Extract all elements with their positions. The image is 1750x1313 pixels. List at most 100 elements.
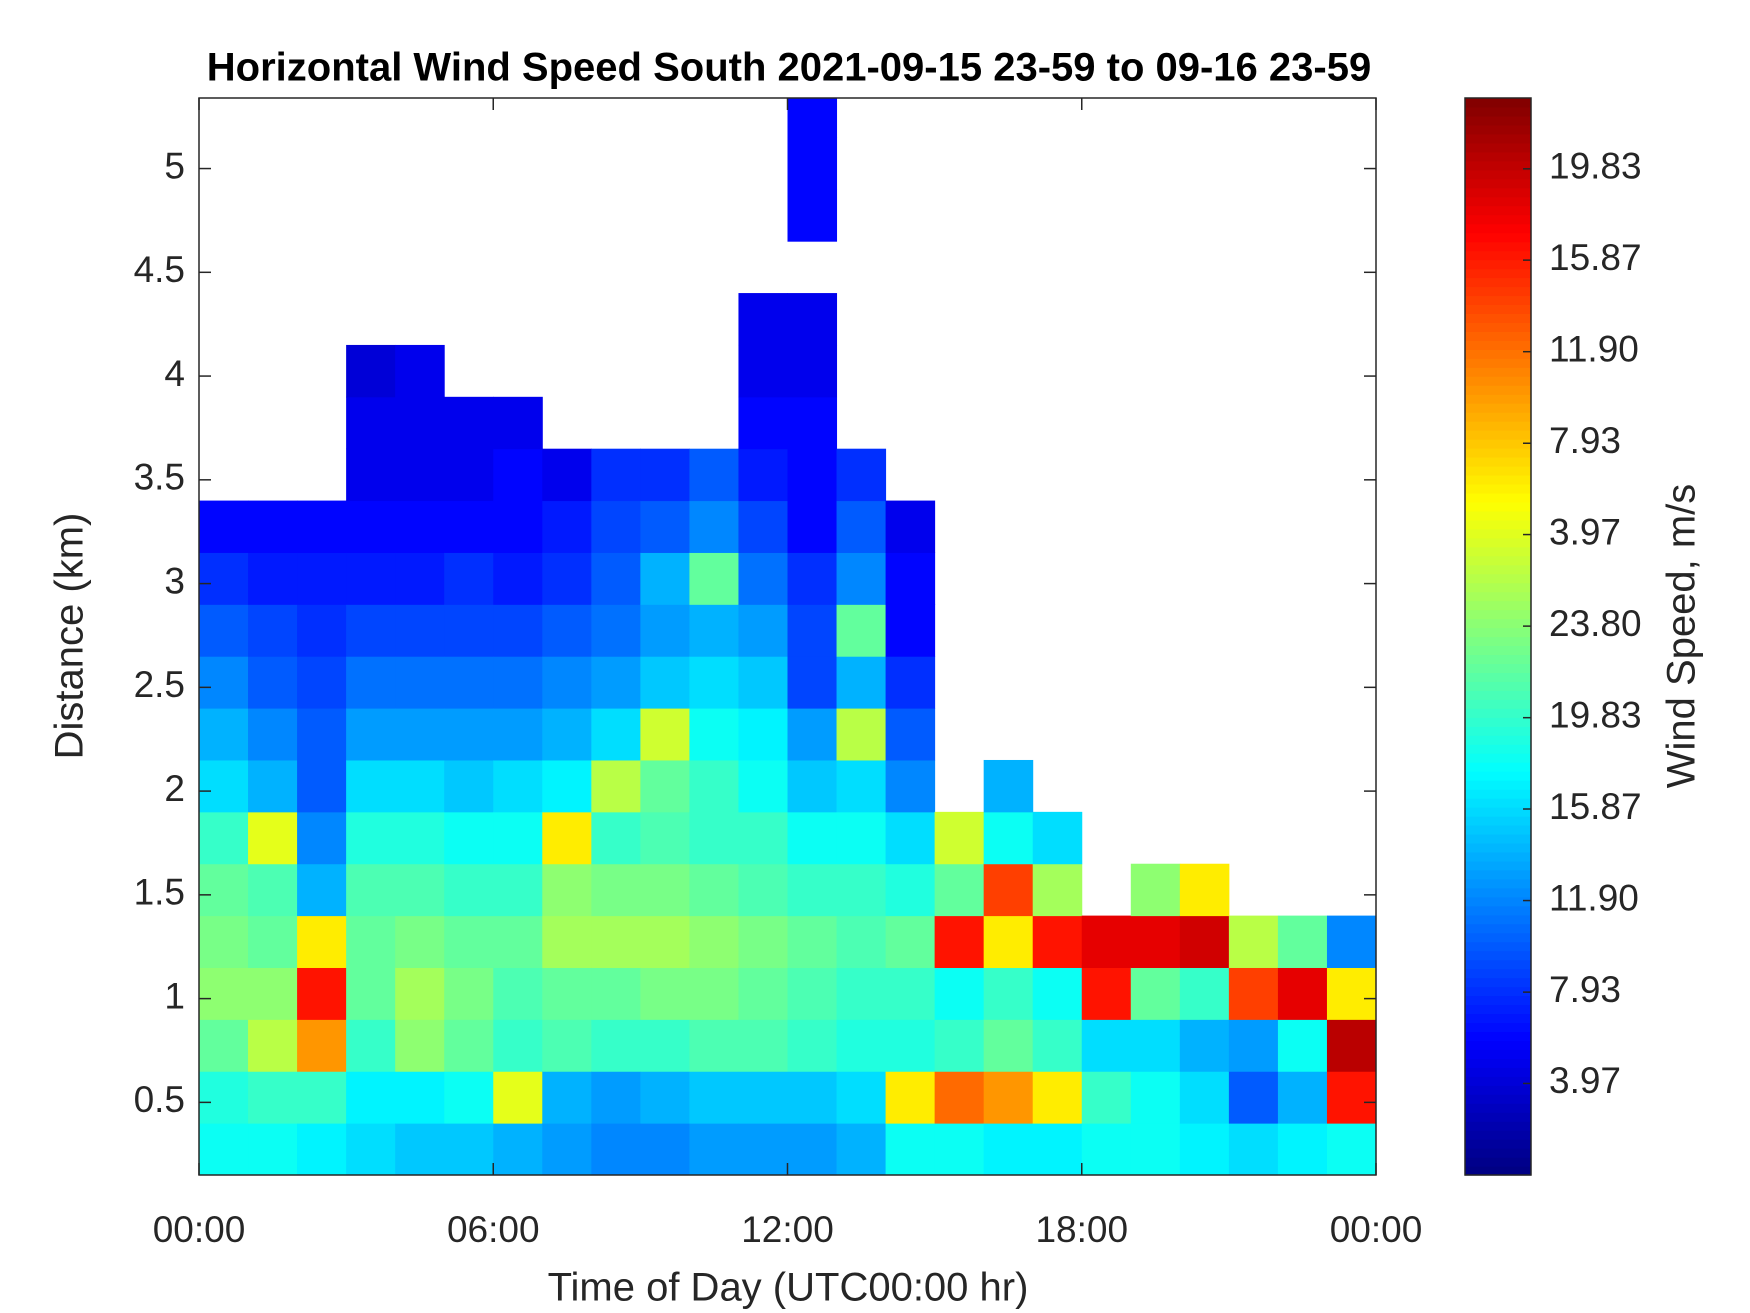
heatmap-cell bbox=[640, 811, 690, 865]
heatmap-cell bbox=[444, 656, 494, 709]
colorbar-segment bbox=[1465, 851, 1531, 862]
heatmap-cell bbox=[1130, 1123, 1181, 1175]
heatmap-cell bbox=[444, 604, 494, 657]
heatmap-cell bbox=[983, 1123, 1034, 1175]
heatmap-cell bbox=[248, 500, 298, 553]
colorbar-segment bbox=[1465, 474, 1531, 485]
colorbar-segment bbox=[1465, 187, 1531, 198]
colorbar-segment bbox=[1465, 824, 1531, 835]
heatmap-cell bbox=[591, 656, 641, 709]
heatmap-cell bbox=[199, 500, 249, 553]
heatmap-cell bbox=[542, 967, 592, 1020]
heatmap-cell bbox=[395, 656, 445, 709]
heatmap-cell bbox=[297, 915, 347, 968]
x-tick-label: 06:00 bbox=[447, 1209, 540, 1250]
heatmap-cell bbox=[787, 604, 838, 657]
colorbar-segment bbox=[1465, 1085, 1531, 1095]
heatmap-cell bbox=[640, 967, 690, 1020]
heatmap-cell bbox=[689, 1123, 739, 1175]
colorbar-segment bbox=[1465, 214, 1531, 225]
heatmap-cell bbox=[199, 708, 249, 761]
heatmap-cell bbox=[787, 1123, 838, 1175]
colorbar-segment bbox=[1465, 950, 1531, 961]
colorbar-segment bbox=[1465, 98, 1531, 108]
heatmap-cell bbox=[346, 759, 396, 813]
heatmap-cell bbox=[346, 1071, 396, 1124]
colorbar-segment bbox=[1465, 385, 1531, 395]
heatmap-cell bbox=[640, 759, 690, 813]
heatmap-cell bbox=[297, 500, 347, 553]
heatmap-cell bbox=[934, 811, 985, 865]
colorbar-segment bbox=[1465, 708, 1531, 718]
heatmap-cell bbox=[395, 1019, 445, 1072]
heatmap-cell bbox=[542, 552, 592, 605]
colorbar-segment bbox=[1465, 394, 1531, 404]
colorbar-segment bbox=[1465, 1103, 1531, 1113]
heatmap-cell bbox=[1130, 1071, 1181, 1124]
heatmap-cell bbox=[395, 811, 445, 865]
heatmap-cell bbox=[983, 811, 1034, 865]
colorbar-segment bbox=[1465, 492, 1531, 503]
y-axis-label: Distance (km) bbox=[48, 513, 92, 760]
heatmap-cell bbox=[444, 811, 494, 865]
colorbar-segment bbox=[1465, 1094, 1531, 1104]
colorbar-segment bbox=[1465, 439, 1531, 449]
heatmap-cell bbox=[689, 656, 739, 709]
heatmap-cell bbox=[885, 811, 936, 865]
heatmap-cell bbox=[787, 98, 838, 138]
heatmap-cell bbox=[689, 967, 739, 1020]
colorbar-segment bbox=[1465, 106, 1531, 117]
heatmap-cell bbox=[1326, 1123, 1376, 1175]
heatmap-cell bbox=[640, 500, 690, 553]
heatmap-cell bbox=[836, 811, 887, 865]
heatmap-cell bbox=[248, 552, 298, 605]
colorbar-segment bbox=[1465, 591, 1531, 602]
heatmap-cell bbox=[787, 1071, 838, 1124]
heatmap-cell bbox=[493, 500, 543, 553]
heatmap-cell bbox=[395, 552, 445, 605]
y-tick-label: 3 bbox=[164, 560, 185, 601]
heatmap-cell bbox=[738, 344, 788, 398]
colorbar-segment bbox=[1465, 1049, 1531, 1059]
colorbar-segment bbox=[1465, 896, 1531, 907]
colorbar-tick-label: 7.93 bbox=[1549, 420, 1621, 461]
heatmap-cell bbox=[346, 811, 396, 865]
colorbar-segment bbox=[1465, 421, 1531, 431]
colorbar-segment bbox=[1465, 932, 1531, 943]
colorbar-tick-label: 19.83 bbox=[1549, 694, 1642, 735]
colorbar-segment bbox=[1465, 582, 1531, 593]
colorbar-segment bbox=[1465, 205, 1531, 216]
heatmap-cell bbox=[542, 811, 592, 865]
heatmap-cell bbox=[591, 759, 641, 813]
heatmap-cell bbox=[248, 1123, 298, 1175]
colorbar-segment bbox=[1465, 860, 1531, 871]
heatmap-cell bbox=[689, 552, 739, 605]
x-tick-label: 12:00 bbox=[741, 1209, 834, 1250]
y-tick-label: 1.5 bbox=[134, 872, 185, 913]
colorbar-segment bbox=[1465, 465, 1531, 476]
heatmap-cell bbox=[885, 552, 936, 605]
colorbar-segment bbox=[1465, 277, 1531, 288]
colorbar-segment bbox=[1465, 349, 1531, 359]
heatmap-cell bbox=[689, 1019, 739, 1072]
heatmap-cell bbox=[738, 863, 788, 917]
heatmap-cell bbox=[885, 604, 936, 657]
heatmap-cell bbox=[493, 1019, 543, 1072]
heatmap-cell bbox=[738, 708, 788, 761]
heatmap-cell bbox=[444, 1019, 494, 1072]
heatmap-cell bbox=[346, 1019, 396, 1072]
heatmap-cell bbox=[444, 396, 494, 450]
colorbar-tick-label: 11.90 bbox=[1549, 877, 1639, 918]
heatmap-cell bbox=[836, 759, 887, 813]
heatmap-cell bbox=[836, 448, 887, 502]
colorbar-segment bbox=[1465, 1067, 1531, 1077]
heatmap-cell bbox=[542, 915, 592, 968]
heatmap-cell bbox=[689, 811, 739, 865]
heatmap-cell bbox=[248, 915, 298, 968]
heatmap-cell bbox=[640, 915, 690, 968]
colorbar-segment bbox=[1465, 618, 1531, 629]
heatmap-cell bbox=[885, 656, 936, 709]
heatmap-cell bbox=[1130, 1019, 1181, 1072]
colorbar-segment bbox=[1465, 358, 1531, 368]
colorbar-segment bbox=[1465, 124, 1531, 135]
